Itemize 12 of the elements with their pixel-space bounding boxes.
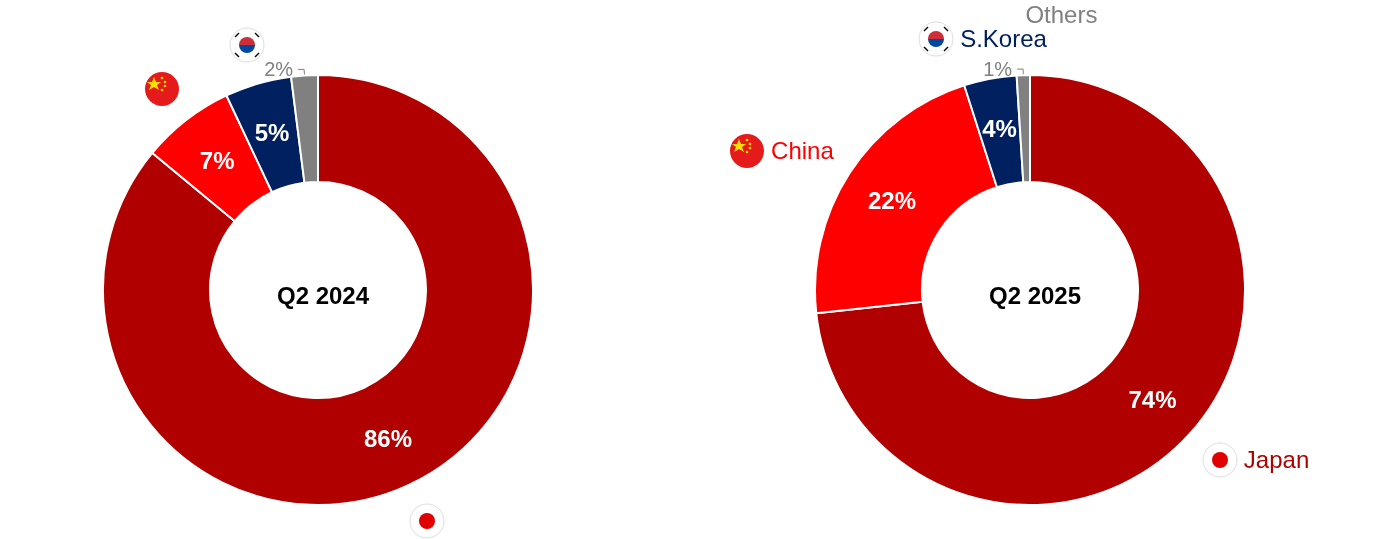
data-label: 22% xyxy=(867,186,917,214)
data-label: 2% xyxy=(264,58,294,81)
text: Q2 2025 xyxy=(988,281,1082,309)
slice-label: Japan xyxy=(1243,446,1310,475)
data-label: 7% xyxy=(199,146,235,174)
data-label: 4% xyxy=(982,114,1017,142)
data-label: 1% xyxy=(983,58,1013,81)
data-label: 74% xyxy=(1128,386,1177,414)
text: Q2 2024 xyxy=(276,281,370,309)
slice-label: China xyxy=(771,137,834,166)
data-label: 86% xyxy=(364,425,413,453)
data-label: 5% xyxy=(254,118,290,146)
